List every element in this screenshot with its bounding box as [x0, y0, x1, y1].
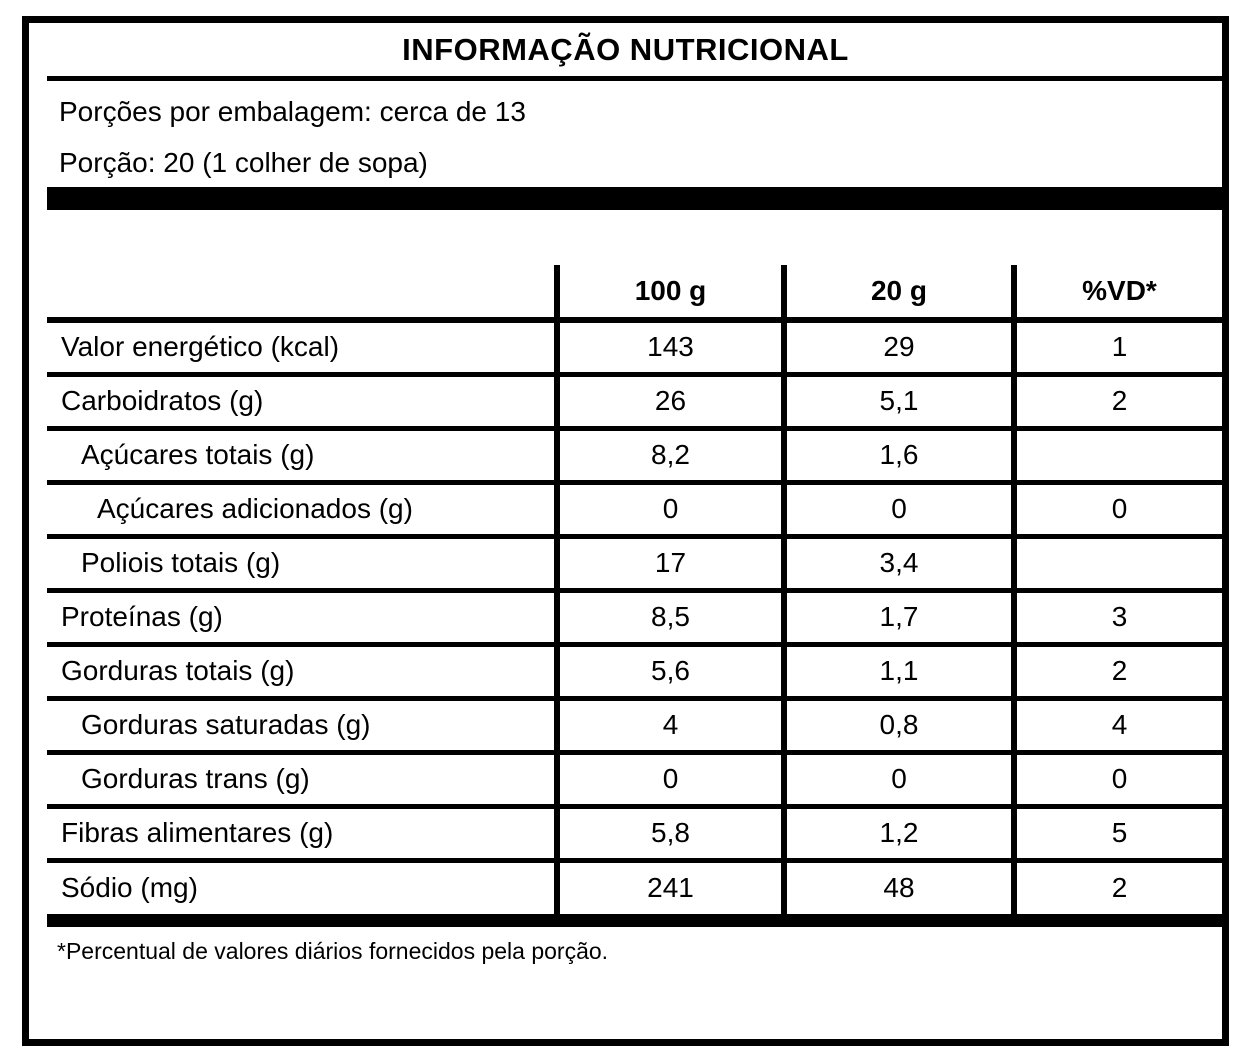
table-row: Poliois totais (g) 17 3,4 [47, 536, 1222, 590]
value-per-20g: 1,6 [781, 428, 1014, 482]
section-divider-bar-bottom [47, 914, 1222, 927]
value-per-20g: 3,4 [781, 536, 1014, 590]
value-percent-vd: 2 [1011, 644, 1222, 698]
column-header-per-20g: 20 g [781, 265, 1014, 320]
nutrient-name: Valor energético (kcal) [61, 331, 340, 363]
title-divider [47, 76, 1222, 81]
value-per-20g: 29 [781, 320, 1014, 374]
servings-per-package-text: Porções por embalagem: cerca de 13 [59, 96, 526, 127]
daily-value-footnote: *Percentual de valores diários fornecido… [57, 938, 609, 964]
serving-size-text: Porção: 20 (1 colher de sopa) [59, 147, 428, 178]
table-row: Gorduras saturadas (g) 4 0,8 4 [47, 698, 1222, 752]
label-title: INFORMAÇÃO NUTRICIONAL [402, 31, 849, 67]
table-row: Fibras alimentares (g) 5,8 1,2 5 [47, 806, 1222, 860]
value-per-20g: 48 [781, 860, 1014, 914]
nutrient-name: Gorduras saturadas (g) [81, 709, 371, 740]
value-per-100g: 8,5 [554, 590, 784, 644]
section-divider-bar-top [47, 187, 1222, 210]
table-row: Carboidratos (g) 26 5,1 2 [47, 374, 1222, 428]
value-per-100g: 26 [554, 374, 784, 428]
value-percent-vd: 0 [1011, 482, 1222, 536]
value-percent-vd [1011, 536, 1222, 590]
value-percent-vd: 5 [1011, 806, 1222, 860]
value-per-20g: 0 [781, 482, 1014, 536]
value-per-100g: 0 [554, 752, 784, 806]
value-per-100g: 8,2 [554, 428, 784, 482]
nutrient-name: Gorduras totais (g) [61, 655, 295, 686]
table-row: Açúcares adicionados (g) 0 0 0 [47, 482, 1222, 536]
value-percent-vd: 3 [1011, 590, 1222, 644]
nutrient-name: Açúcares totais (g) [81, 439, 315, 470]
table-row: Gorduras trans (g) 0 0 0 [47, 752, 1222, 806]
value-per-100g: 5,8 [554, 806, 784, 860]
value-per-100g: 5,6 [554, 644, 784, 698]
table-row: Sódio (mg) 241 48 2 [47, 860, 1222, 914]
value-per-100g: 143 [554, 320, 784, 374]
table-header-row: 100 g 20 g %VD* [47, 265, 1222, 320]
nutrient-name: Sódio (mg) [61, 872, 198, 904]
column-header-nutrient [47, 265, 557, 320]
nutrient-name: Açúcares adicionados (g) [97, 493, 413, 524]
value-percent-vd: 1 [1011, 320, 1222, 374]
value-per-20g: 0 [781, 752, 1014, 806]
value-per-100g: 17 [554, 536, 784, 590]
nutrient-name: Poliois totais (g) [81, 547, 281, 578]
column-header-per-100g: 100 g [554, 265, 784, 320]
table-row: Gorduras totais (g) 5,6 1,1 2 [47, 644, 1222, 698]
value-per-20g: 5,1 [781, 374, 1014, 428]
nutrient-name: Carboidratos (g) [61, 385, 264, 416]
value-per-20g: 1,2 [781, 806, 1014, 860]
nutrition-label: INFORMAÇÃO NUTRICIONAL Porções por embal… [22, 16, 1229, 1046]
value-percent-vd: 0 [1011, 752, 1222, 806]
nutrient-name: Gorduras trans (g) [81, 763, 310, 794]
value-per-100g: 0 [554, 482, 784, 536]
table-row: Açúcares totais (g) 8,2 1,6 [47, 428, 1222, 482]
table-row: Valor energético (kcal) 143 29 1 [47, 320, 1222, 374]
nutrition-table: 100 g 20 g %VD* Valor energético (kcal) 1… [47, 265, 1222, 914]
value-percent-vd: 4 [1011, 698, 1222, 752]
nutrient-name: Proteínas (g) [61, 601, 223, 632]
nutrient-name: Fibras alimentares (g) [61, 817, 334, 848]
column-header-percent-vd: %VD* [1011, 265, 1222, 320]
value-percent-vd: 2 [1011, 374, 1222, 428]
value-per-20g: 1,1 [781, 644, 1014, 698]
value-per-20g: 1,7 [781, 590, 1014, 644]
value-percent-vd: 2 [1011, 860, 1222, 914]
value-per-20g: 0,8 [781, 698, 1014, 752]
value-percent-vd [1011, 428, 1222, 482]
value-per-100g: 241 [554, 860, 784, 914]
table-row: Proteínas (g) 8,5 1,7 3 [47, 590, 1222, 644]
value-per-100g: 4 [554, 698, 784, 752]
